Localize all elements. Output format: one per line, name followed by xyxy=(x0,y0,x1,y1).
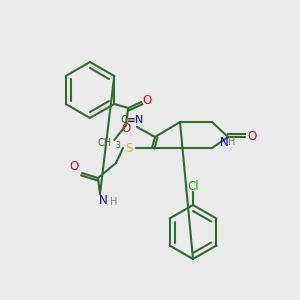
Text: ≡: ≡ xyxy=(127,115,135,125)
Text: Cl: Cl xyxy=(187,179,199,193)
Text: O: O xyxy=(122,122,131,134)
Text: O: O xyxy=(248,130,256,143)
Text: CH: CH xyxy=(97,138,111,148)
Text: H: H xyxy=(110,197,117,207)
Text: S: S xyxy=(125,142,133,154)
Text: 3: 3 xyxy=(116,142,121,151)
Text: N: N xyxy=(220,136,229,149)
Text: C: C xyxy=(120,115,128,125)
Text: N: N xyxy=(99,194,107,208)
Text: O: O xyxy=(142,94,152,106)
Text: O: O xyxy=(69,160,79,172)
Text: N: N xyxy=(135,115,143,125)
Text: H: H xyxy=(228,137,236,147)
